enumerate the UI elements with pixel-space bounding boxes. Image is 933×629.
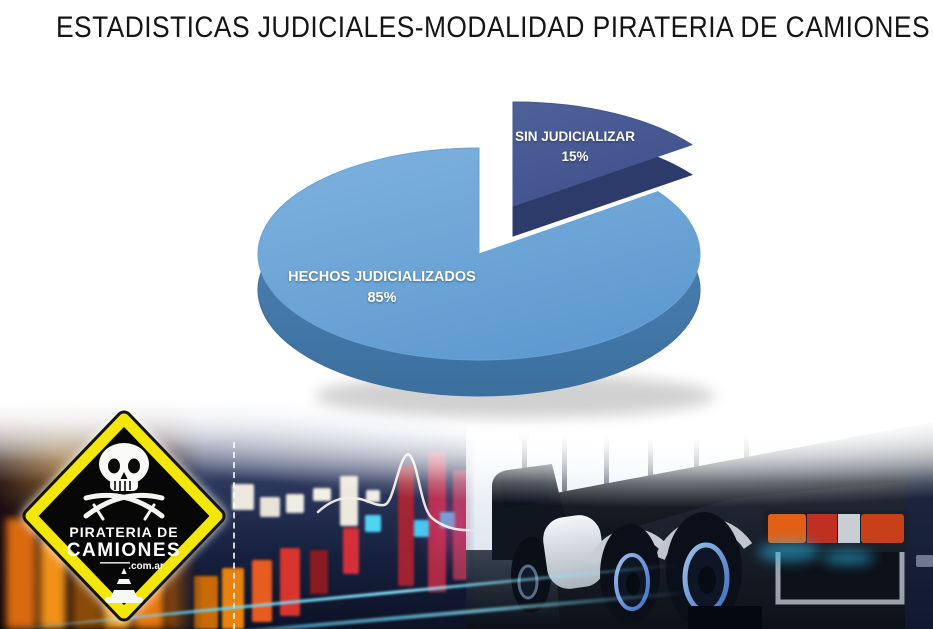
skull-icon — [99, 443, 149, 491]
logo-line1: PIRATERIA DE — [69, 524, 178, 540]
slice-exploded-label: SIN JUDICIALIZAR — [515, 129, 635, 144]
slice-main-percent: 85% — [367, 290, 396, 306]
logo-underline — [100, 562, 130, 564]
logo-line3: .com.ar — [128, 561, 164, 572]
page-title: ESTADISTICAS JUDICIALES-MODALIDAD PIRATE… — [55, 11, 931, 44]
slice-main-label: HECHOS JUDICIALIZADOS — [288, 269, 476, 285]
crossed-swords-icon — [83, 492, 165, 521]
pie-slice-main — [257, 147, 701, 361]
slice-exploded-percent: 15% — [561, 149, 588, 164]
pie-slice-exploded — [512, 101, 693, 207]
logo-line2: CAMIONES — [67, 540, 181, 561]
logo-diamond — [25, 413, 223, 619]
pirateria-logo: PIRATERIA DE CAMIONES .com.ar — [22, 410, 226, 622]
traffic-cone-icon — [105, 568, 143, 603]
